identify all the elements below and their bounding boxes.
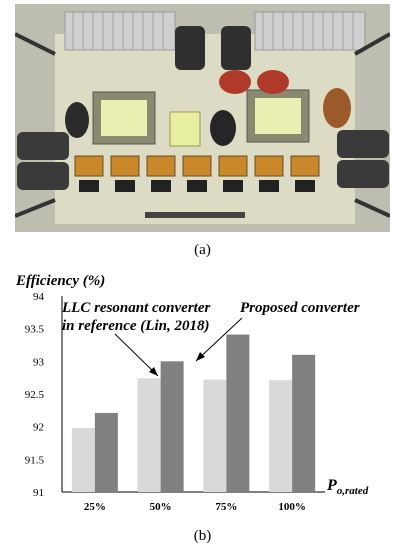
- arrow-reference: [114, 333, 159, 377]
- x-tick-label: 75%: [215, 501, 237, 513]
- bar-proposed: [292, 354, 316, 492]
- bar-reference: [137, 378, 161, 492]
- efficiency-bar-chart: Efficiency (%) 91 91.5 92 92.5 93 93.5 94 25% 5…: [0, 268, 405, 526]
- bar-proposed: [160, 361, 184, 492]
- bar-proposed: [226, 334, 250, 492]
- bar-proposed: [94, 412, 118, 492]
- bar-reference: [71, 427, 95, 492]
- x-axis-title: Po,rated: [326, 477, 369, 497]
- y-tick-label: 92: [33, 422, 44, 434]
- y-tick-label: 94: [33, 291, 45, 303]
- arrow-proposed: [195, 317, 243, 362]
- y-tick-label: 93: [33, 356, 45, 368]
- x-axis-ticks: 25% 50% 75% 100%: [84, 501, 306, 513]
- bar-reference: [269, 380, 293, 492]
- annotation-proposed: Proposed converter: [240, 300, 360, 316]
- bars: [71, 334, 316, 492]
- x-tick-label: 100%: [278, 501, 306, 513]
- x-tick-label: 50%: [150, 501, 172, 513]
- y-axis-ticks: 91 91.5 92 92.5 93 93.5 94: [25, 291, 45, 499]
- x-tick-label: 25%: [84, 501, 106, 513]
- y-tick-label: 93.5: [25, 324, 45, 336]
- x-axis-title-main: P: [326, 477, 337, 494]
- converter-photo: [14, 4, 391, 232]
- caption-a: (a): [194, 242, 211, 258]
- y-tick-label: 92.5: [25, 389, 45, 401]
- y-tick-label: 91: [33, 487, 44, 499]
- annotation-reference-line1: LLC resonant converter: [61, 300, 210, 316]
- annotation-reference-line2: in reference (Lin, 2018): [62, 318, 209, 334]
- x-axis-title-sub: o,rated: [337, 485, 369, 497]
- bar-reference: [203, 379, 227, 492]
- y-axis-title: Efficiency (%): [15, 273, 105, 289]
- arrowhead-proposed: [196, 352, 205, 361]
- arrowhead-reference: [149, 367, 158, 376]
- converter-board-illustration: [14, 4, 391, 232]
- y-tick-label: 91.5: [25, 454, 45, 466]
- caption-b: (b): [193, 528, 212, 544]
